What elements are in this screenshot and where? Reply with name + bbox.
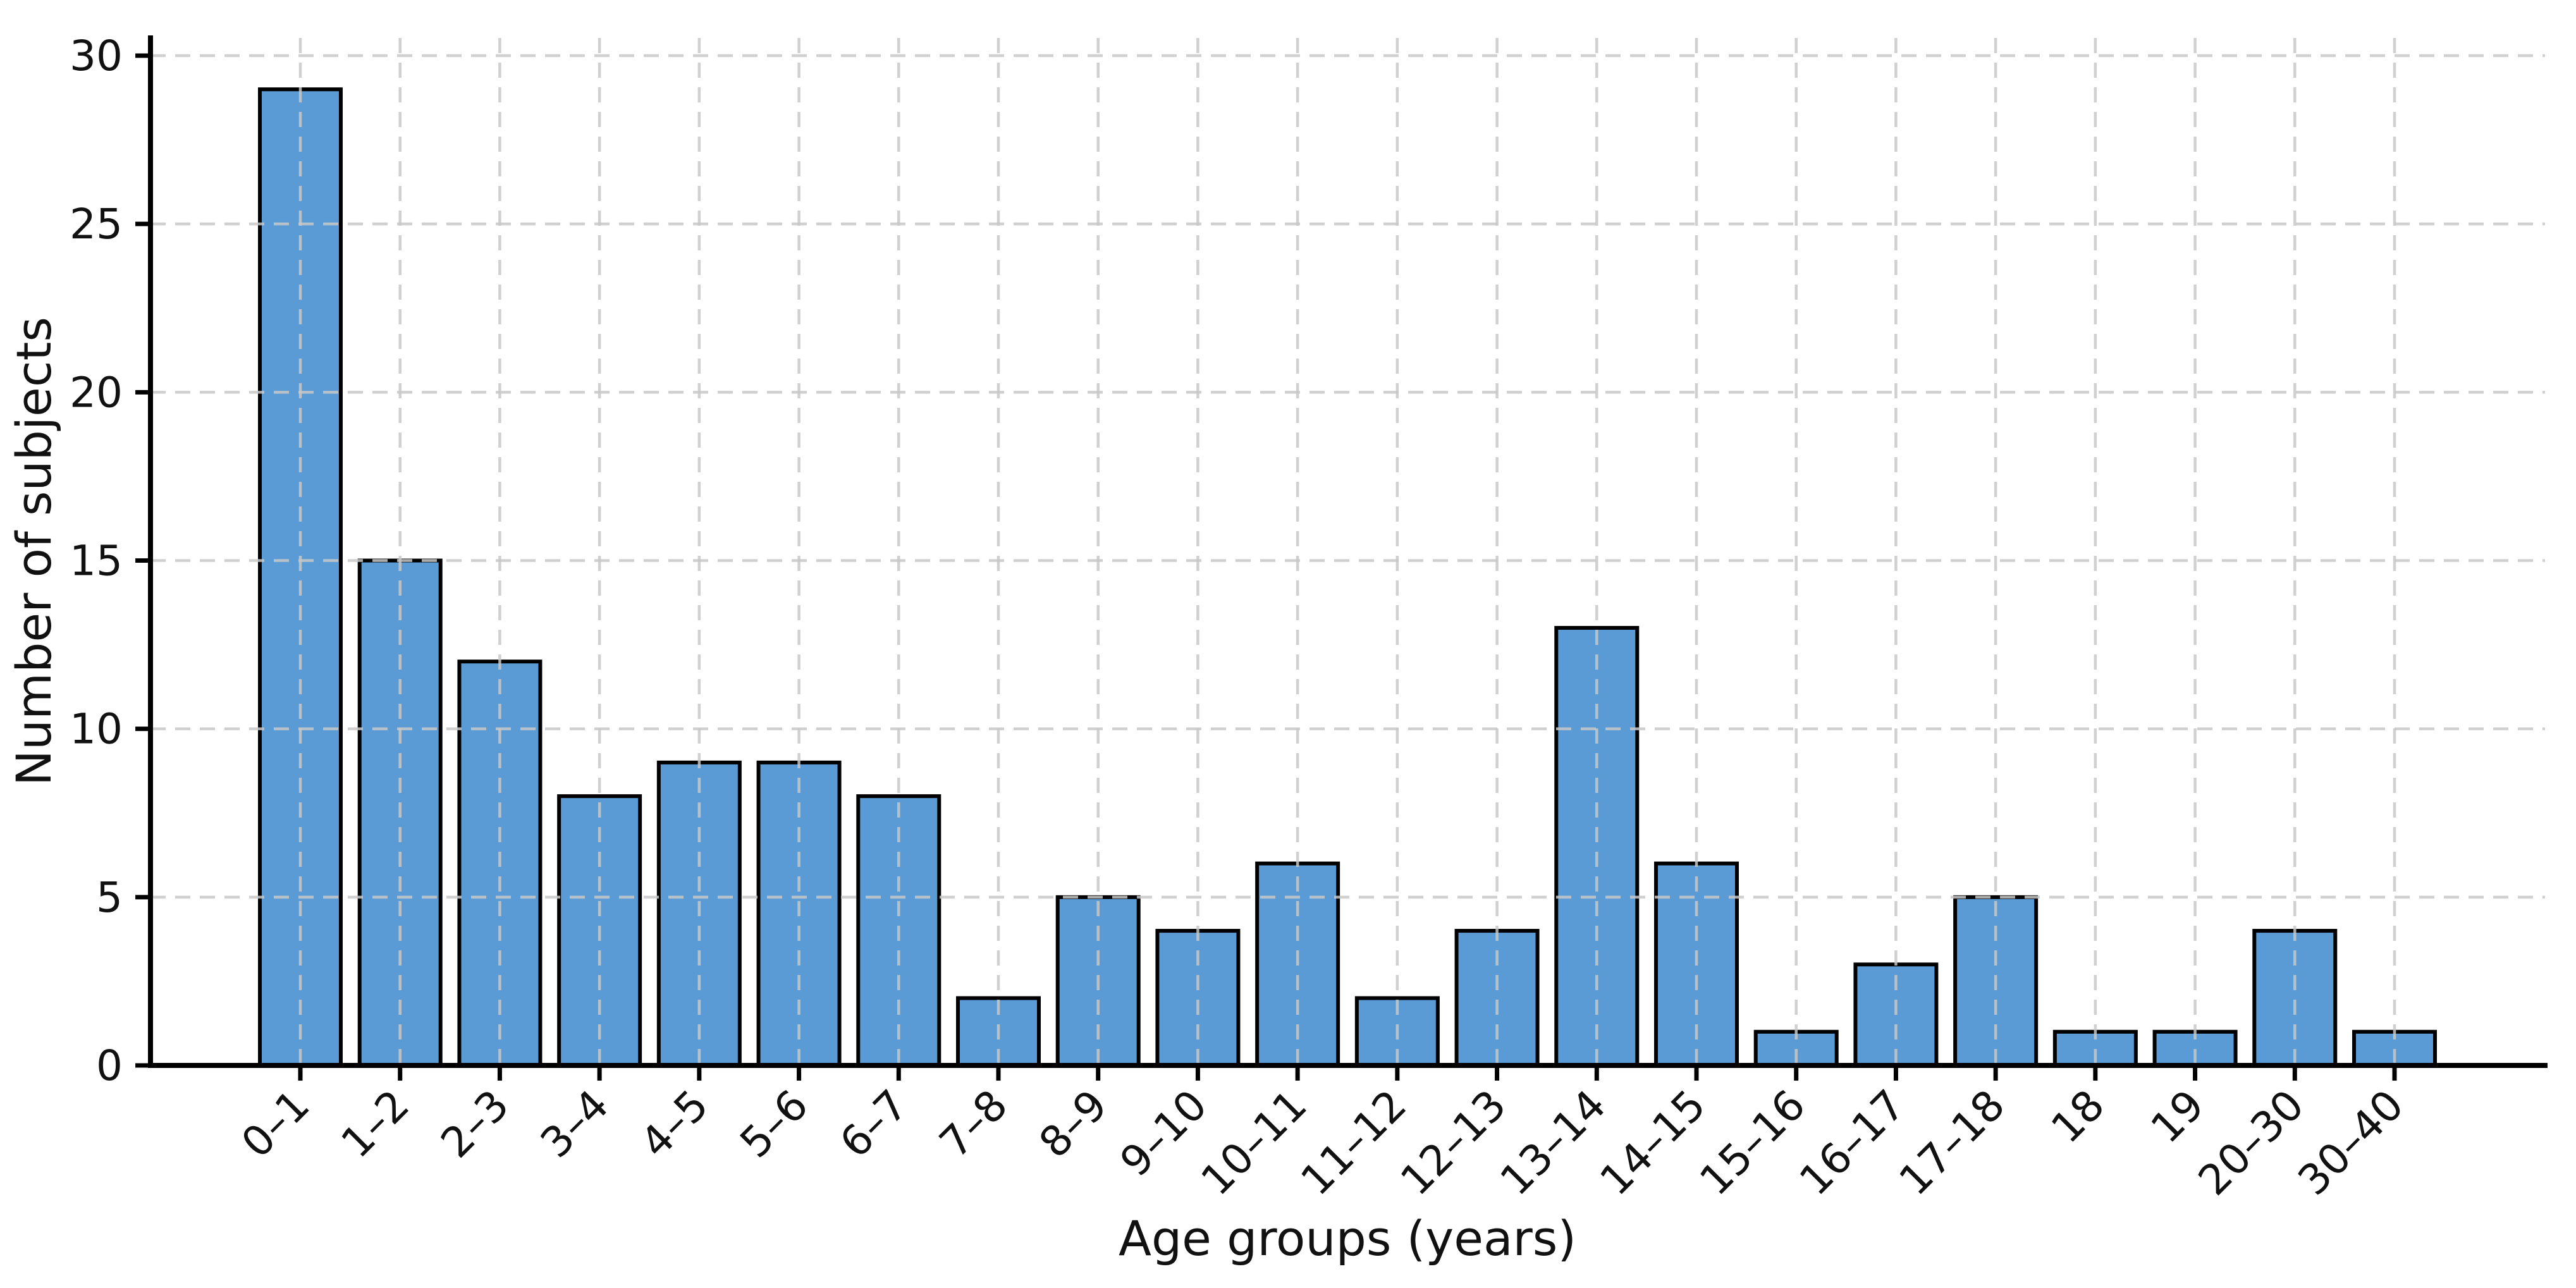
x-tick-label-4–5: 4–5 (631, 1081, 718, 1167)
y-tick-label-25: 25 (70, 200, 123, 248)
x-tick-label-3–4: 3–4 (531, 1081, 618, 1167)
x-tick-label-1–2: 1–2 (332, 1081, 419, 1167)
x-tick-label-16–17: 16–17 (1790, 1081, 1915, 1205)
gridlines-group (150, 38, 2545, 1065)
axes-spines (148, 35, 2548, 1068)
x-tick-label-8–9: 8–9 (1030, 1081, 1117, 1167)
y-tick-label-20: 20 (70, 368, 123, 417)
x-tick-label-11–12: 11–12 (1292, 1081, 1416, 1205)
x-tick-label-5–6: 5–6 (731, 1081, 818, 1167)
y-tick-labels: 0 5 10 15 20 25 30 (70, 32, 123, 1090)
y-tick-label-15: 15 (70, 537, 123, 586)
x-tick-label-19: 19 (2142, 1081, 2214, 1153)
bars-group (258, 87, 2437, 1068)
bar-16–17 (1853, 962, 1939, 1068)
x-tick-label-12–13: 12–13 (1391, 1081, 1516, 1205)
x-tick-label-6–7: 6–7 (830, 1081, 917, 1167)
y-tick-label-0: 0 (96, 1041, 123, 1090)
y-tick-label-5: 5 (96, 873, 123, 922)
x-tick-label-20–30: 20–30 (2189, 1081, 2314, 1205)
x-tick-label-17–18: 17–18 (1890, 1081, 2015, 1205)
y-tick-label-30: 30 (70, 32, 123, 80)
y-axis-label: Number of subjects (6, 317, 62, 786)
x-tick-label-2–3: 2–3 (432, 1081, 518, 1167)
x-tick-label-18: 18 (2042, 1081, 2114, 1153)
x-tick-label-15–16: 15–16 (1690, 1081, 1815, 1205)
x-tick-label-10–11: 10–11 (1192, 1081, 1316, 1205)
x-tick-label-7–8: 7–8 (930, 1081, 1017, 1167)
x-tick-label-0–1: 0–1 (232, 1081, 319, 1167)
x-tick-label-30–40: 30–40 (2289, 1081, 2413, 1205)
x-tick-labels: 0–1 1–2 2–3 3–4 4–5 5–6 6–7 7–8 8–99–1010–1111–1… (232, 1081, 2413, 1205)
tick-marks (135, 53, 2397, 1081)
x-tick-label-14–15: 14–15 (1591, 1081, 1715, 1205)
bar-13–14 (1554, 625, 1640, 1067)
y-tick-label-10: 10 (70, 705, 123, 754)
x-tick-label-13–14: 13–14 (1491, 1081, 1616, 1205)
x-axis-label: Age groups (years) (1119, 1210, 1576, 1267)
